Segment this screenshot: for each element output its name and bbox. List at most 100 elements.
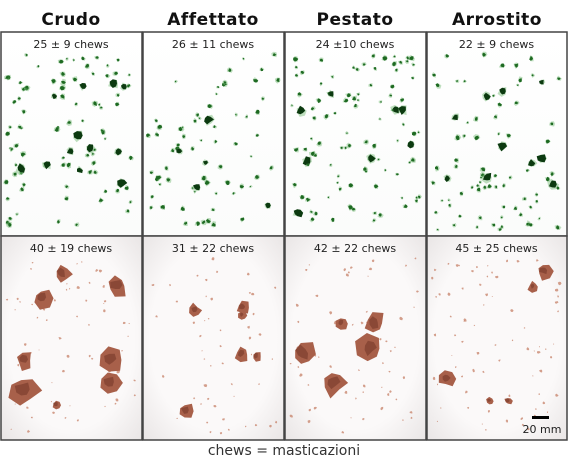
particle [385,340,388,343]
particle [213,405,217,408]
particle [300,194,305,199]
particle [452,114,458,121]
particle [275,420,278,424]
particle [104,189,108,193]
particle [382,362,384,365]
particle [502,205,506,209]
particle [234,142,238,146]
particle [201,175,206,181]
particle [74,102,78,106]
particle [85,299,88,302]
particle [310,137,313,140]
particle [117,179,128,188]
particle [81,119,84,122]
particle [435,166,439,170]
particle [555,288,559,292]
particle [156,175,162,180]
particle [447,292,451,296]
panel-label: 31 ± 22 chews [172,242,254,255]
particle [433,333,437,337]
particle [546,411,549,414]
particle [454,164,458,168]
particle [295,303,299,307]
particle [346,132,348,134]
panel-grid: 25 ± 9 chews 26 ± 11 chews 24 ±10 chews 22 … [0,31,568,441]
particle [297,366,300,369]
particle [126,209,130,213]
particle [133,379,136,382]
particle [133,394,136,397]
particle [98,103,101,106]
particle [499,87,506,95]
particle [454,334,457,337]
particle [31,303,33,306]
particle [17,163,25,173]
particle [62,369,65,373]
particle [62,156,65,159]
particle [50,400,53,403]
particle [22,183,26,187]
particle [171,148,175,153]
particle [235,113,237,116]
particle [402,376,405,380]
particle [115,102,120,107]
particle [389,350,392,353]
particle [14,144,19,148]
particle [13,172,17,176]
particle [146,133,151,138]
particle [461,340,464,343]
particle [19,354,28,363]
particle [368,267,373,271]
particle [403,204,408,208]
particle [319,82,323,85]
particle [329,164,332,166]
particle [211,208,215,211]
particle [121,350,123,352]
particle [362,418,365,421]
particle [476,187,481,192]
particle [497,142,508,152]
particle [348,144,351,148]
particle [556,186,560,190]
particle [417,195,421,199]
particle [37,65,40,68]
particle [276,78,280,82]
particle [545,139,551,144]
particle [199,334,202,338]
particle [535,193,538,196]
particle [258,383,260,385]
panel: 31 ± 22 chews [142,235,285,441]
particle [253,79,259,83]
particle [305,269,308,272]
particle [492,223,496,227]
particle [258,333,262,336]
particle [500,216,503,219]
particle [314,211,318,216]
particle [452,224,456,227]
particle [110,280,123,289]
particle [203,160,208,165]
particle [296,105,306,115]
particle [545,348,547,350]
particle [239,185,245,189]
particle [155,133,159,137]
particle [43,161,51,170]
particle [272,53,277,57]
particle [221,362,224,365]
particle [392,61,396,67]
particle [402,419,404,421]
particle [514,63,518,68]
particle [204,180,210,185]
particle [331,75,334,78]
particle [536,154,547,163]
particle [219,345,222,348]
particle [93,170,97,174]
particle [312,116,316,120]
particle [348,183,354,188]
particle [81,261,83,263]
particle [362,384,366,388]
particle [398,106,406,115]
particle [6,197,10,200]
particle [502,184,505,188]
particle [454,158,459,162]
